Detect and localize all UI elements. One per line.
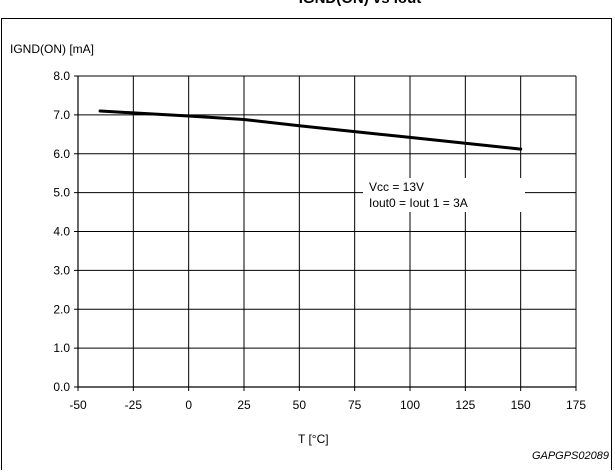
y-tick-label: 6.0	[53, 147, 70, 161]
annotation-line-iout: Iout0 = Iout 1 = 3A	[369, 196, 468, 210]
chart-title: IGND(ON) vs Iout	[220, 0, 500, 10]
x-tick-label: 100	[400, 398, 420, 412]
x-tick-label: 50	[293, 398, 307, 412]
y-tick-label: 5.0	[53, 186, 70, 200]
figure-id: GAPGPS02089	[531, 450, 609, 462]
x-tick-label: 150	[511, 398, 531, 412]
chart-frame	[1, 18, 612, 470]
y-tick-label: 7.0	[53, 108, 70, 122]
x-tick-label: -25	[125, 398, 143, 412]
y-tick-label: 4.0	[53, 225, 70, 239]
y-tick-label: 3.0	[53, 263, 70, 277]
x-tick-label: -50	[69, 398, 87, 412]
y-axis-label: IGND(ON) [mA]	[10, 42, 94, 56]
x-tick-label: 0	[185, 398, 192, 412]
y-tick-label: 0.0	[53, 380, 70, 394]
y-tick-label: 8.0	[53, 69, 70, 83]
y-tick-label: 2.0	[53, 302, 70, 316]
x-tick-label: 175	[566, 398, 586, 412]
conditions-annotation: Vcc = 13V Iout0 = Iout 1 = 3A	[363, 178, 525, 212]
y-tick-label: 1.0	[53, 341, 70, 355]
x-tick-label: 75	[348, 398, 362, 412]
x-tick-label: 125	[455, 398, 475, 412]
annotation-line-vcc: Vcc = 13V	[369, 180, 425, 194]
x-axis-label: T [°C]	[298, 432, 329, 446]
series-line	[98, 109, 523, 151]
x-tick-label: 25	[237, 398, 251, 412]
